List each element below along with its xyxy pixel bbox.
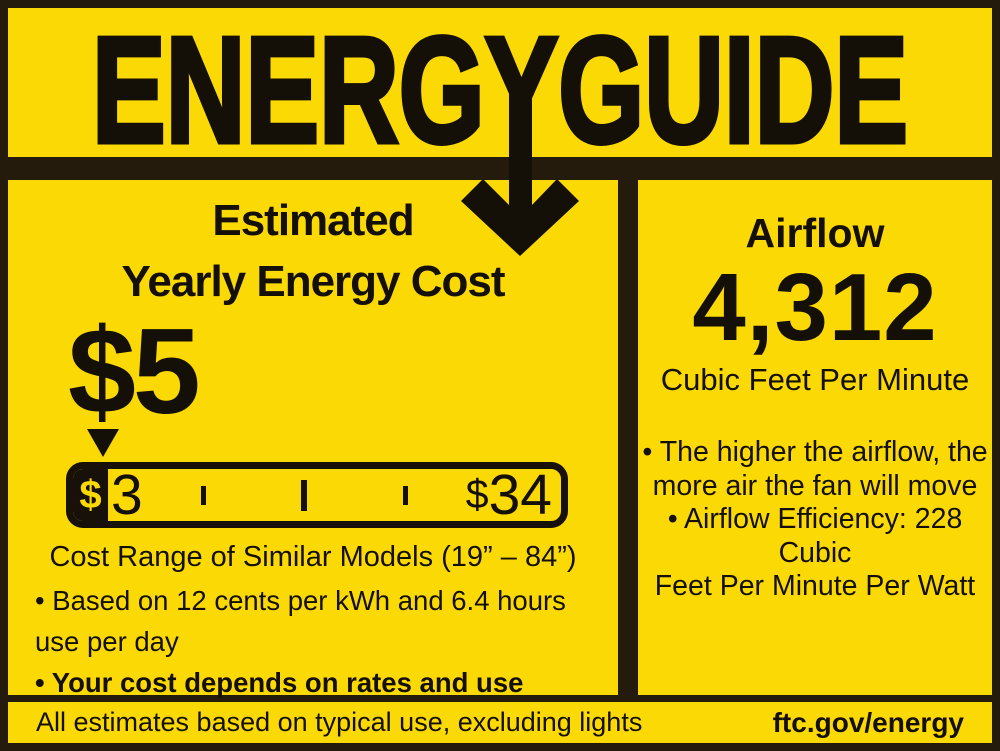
scale-min-value: 3 — [111, 463, 143, 527]
energy-cost-title-line1: Estimated — [212, 196, 414, 245]
airflow-bullets: • The higher the airflow, the more air t… — [638, 436, 992, 604]
tick-mark-icon — [200, 485, 206, 505]
cost-range-caption: Cost Range of Similar Models (19” – 84”) — [49, 541, 577, 573]
airflow-panel: Airflow 4,312 Cubic Feet Per Minute • Th… — [638, 180, 992, 695]
ftc-url: ftc.gov/energy — [772, 706, 964, 738]
energy-cost-title: Estimated Yearly Energy Cost — [8, 190, 618, 312]
guide-arrow-icon — [461, 92, 579, 256]
bullet-kwh-assumption: • Based on 12 cents per kWh and 6.4 hour… — [35, 585, 566, 657]
header-band: ENERGYGUIDE — [8, 8, 992, 157]
footer-disclaimer: All estimates based on typical use, excl… — [36, 707, 643, 737]
scale-min-currency: $ — [73, 469, 108, 521]
energyguide-wordmark: ENERGYGUIDE — [90, 8, 911, 157]
scale-max-currency: $ — [465, 470, 489, 517]
cost-range-scale: $ 3 $34 — [66, 462, 568, 528]
bullet-efficiency-line1: • Airflow Efficiency: 228 Cubic — [667, 503, 963, 569]
footer-band: All estimates based on typical use, excl… — [8, 702, 992, 743]
bullet-cost-depends: • Your cost depends on rates and use — [35, 667, 524, 698]
bullet-efficiency-line2: Feet Per Minute Per Watt — [654, 570, 976, 602]
bullet-airflow-line2: more air the fan will move — [652, 469, 978, 502]
scale-max-label: $34 — [466, 469, 561, 521]
tick-mark-icon — [301, 479, 308, 511]
scale-max-value: 34 — [488, 463, 552, 527]
bullet-airflow-line1: • The higher the airflow, the — [642, 436, 988, 468]
wordmark-text: ENERGYGUIDE — [92, 8, 908, 157]
airflow-value: 4,312 — [692, 254, 938, 361]
scale-ticks — [143, 469, 466, 521]
energy-cost-title-line2: Yearly Energy Cost — [121, 257, 505, 306]
energy-cost-panel: Estimated Yearly Energy Cost $5 $ 3 $34 … — [8, 180, 618, 739]
airflow-title: Airflow — [745, 210, 885, 256]
yearly-cost-value: $5 — [68, 303, 201, 439]
airflow-unit: Cubic Feet Per Minute — [660, 362, 970, 397]
tick-mark-icon — [402, 485, 408, 505]
cost-pointer-icon — [87, 429, 119, 457]
